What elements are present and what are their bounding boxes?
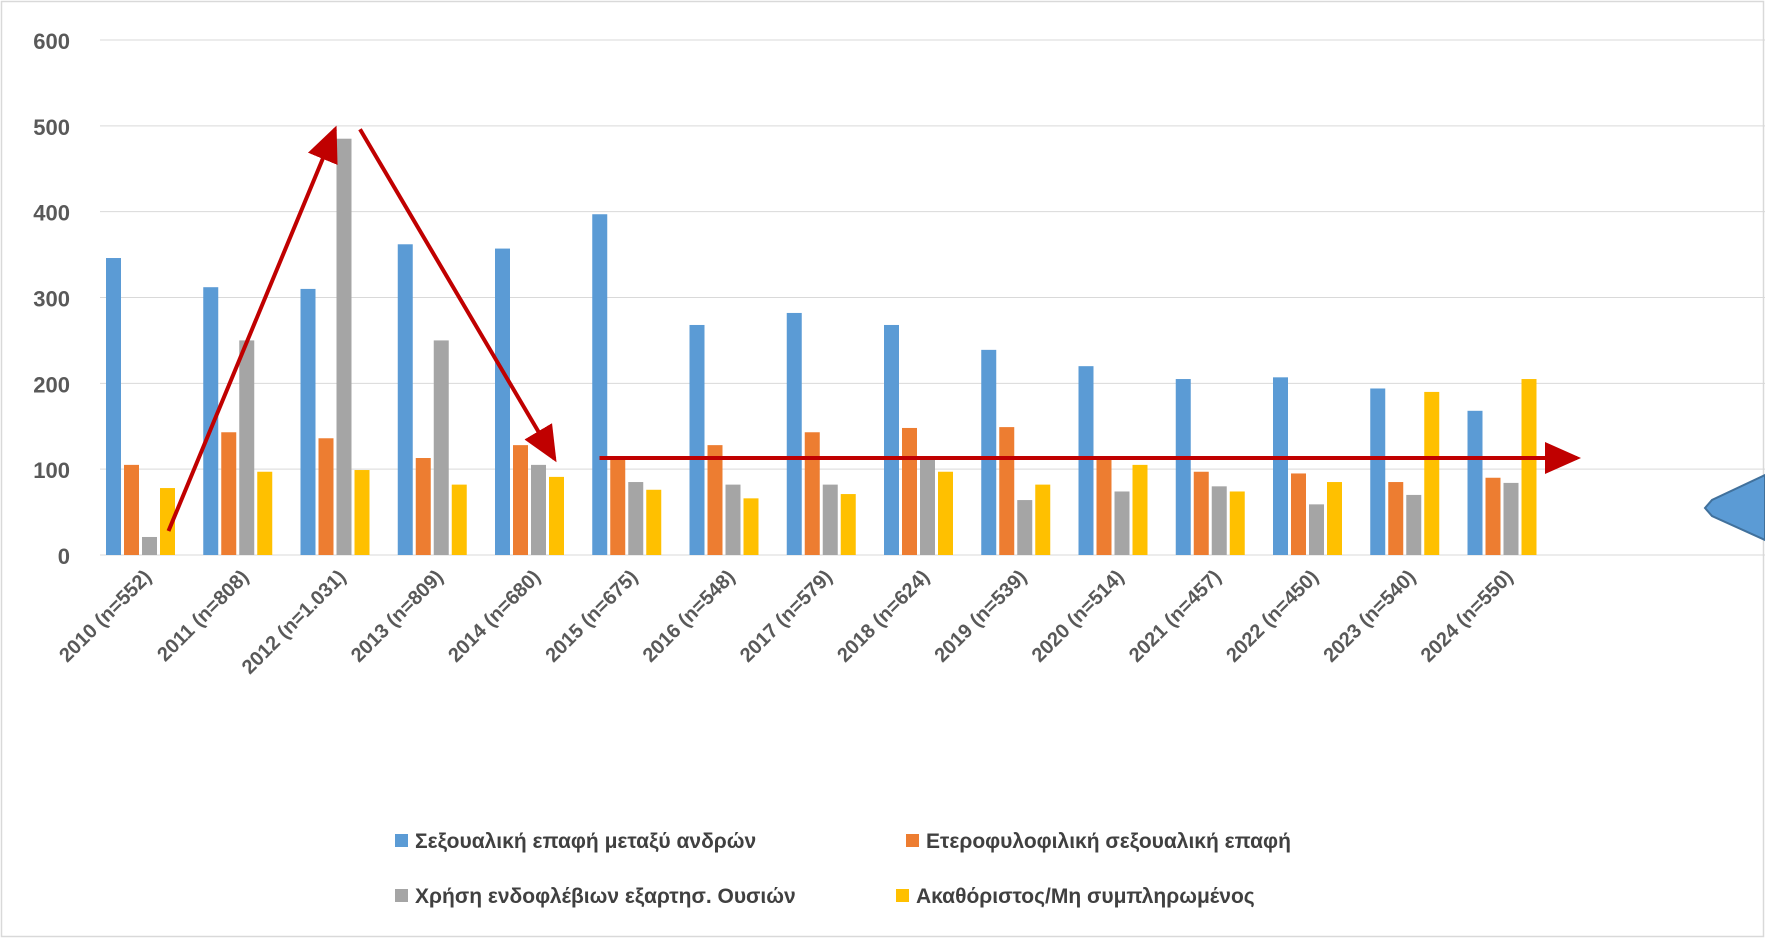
bar — [415, 458, 431, 555]
bar — [1406, 494, 1422, 555]
bar — [124, 464, 139, 555]
trend-arrow — [358, 128, 557, 463]
bar — [786, 312, 802, 555]
y-tick-label: 200 — [33, 372, 70, 397]
annotations — [166, 125, 1765, 542]
legend: Σεξουαλική επαφή μεταξύ ανδρών Ετεροφυλοφ… — [395, 830, 1291, 908]
bar — [1467, 410, 1483, 555]
legend-label: Χρήση ενδοφλέβιων εξαρτησ. Ουσιών — [415, 885, 796, 908]
bar — [884, 324, 899, 555]
bar — [354, 470, 370, 555]
bar — [257, 471, 273, 555]
bar — [1273, 377, 1288, 555]
bar — [981, 349, 997, 555]
y-tick-label: 600 — [33, 29, 70, 54]
bar — [1424, 391, 1440, 555]
bar — [1017, 500, 1033, 555]
bar — [106, 258, 121, 555]
bar — [1114, 491, 1130, 555]
y-tick-label: 300 — [33, 287, 70, 312]
bar — [531, 464, 546, 555]
bar — [999, 427, 1015, 555]
bar — [822, 484, 838, 555]
callout-shape — [1703, 473, 1765, 542]
bar — [592, 214, 608, 555]
bar — [628, 482, 644, 555]
y-tick-label: 100 — [33, 458, 70, 483]
legend-swatch — [395, 834, 408, 847]
bar — [1211, 486, 1227, 555]
legend-swatch — [395, 889, 408, 902]
bar — [336, 138, 352, 556]
bar — [142, 536, 157, 555]
bar — [397, 244, 413, 556]
bar — [646, 489, 662, 555]
bar — [1327, 482, 1342, 555]
bar — [1388, 482, 1404, 555]
bar — [707, 445, 723, 555]
y-tick-label: 500 — [33, 115, 70, 140]
bar — [938, 471, 953, 555]
bar — [1096, 456, 1112, 555]
bar — [203, 287, 219, 555]
bar — [495, 248, 510, 555]
bar — [1132, 464, 1148, 555]
bar — [1521, 379, 1537, 555]
bar — [725, 484, 741, 555]
bar — [689, 324, 705, 555]
bar — [920, 458, 935, 555]
bar — [1291, 473, 1306, 555]
bar — [549, 476, 564, 555]
bar — [1485, 477, 1501, 555]
bar — [239, 340, 255, 555]
bar — [160, 488, 175, 555]
bar — [610, 456, 626, 555]
bar — [1078, 366, 1094, 555]
legend-swatch — [906, 834, 919, 847]
bar — [1175, 379, 1191, 555]
y-tick-label: 400 — [33, 201, 70, 226]
bar — [1503, 482, 1519, 555]
legend-label: Ακαθόριστος/Μη συμπληρωμένος — [916, 885, 1255, 908]
bar — [221, 432, 237, 555]
y-tick-label: 0 — [58, 544, 70, 569]
bar — [1193, 471, 1209, 555]
bar — [451, 484, 467, 555]
bar — [433, 340, 449, 555]
bar — [300, 288, 316, 555]
bar — [1035, 484, 1051, 555]
legend-swatch — [896, 889, 909, 902]
bar — [1229, 491, 1245, 555]
bar — [804, 432, 820, 555]
bar — [1309, 504, 1324, 555]
legend-label: Ετεροφυλοφιλική σεξουαλική επαφή — [926, 830, 1291, 853]
y-axis-ticks: 0 100 200 300 400 500 600 — [33, 29, 70, 569]
trend-arrow — [166, 125, 338, 532]
bar — [743, 498, 759, 555]
bar — [318, 438, 334, 555]
bar — [840, 494, 856, 555]
bar — [1370, 388, 1386, 555]
bars — [106, 138, 1537, 556]
legend-label: Σεξουαλική επαφή μεταξύ ανδρών — [415, 830, 756, 853]
bar — [902, 427, 917, 555]
bar — [513, 445, 528, 555]
